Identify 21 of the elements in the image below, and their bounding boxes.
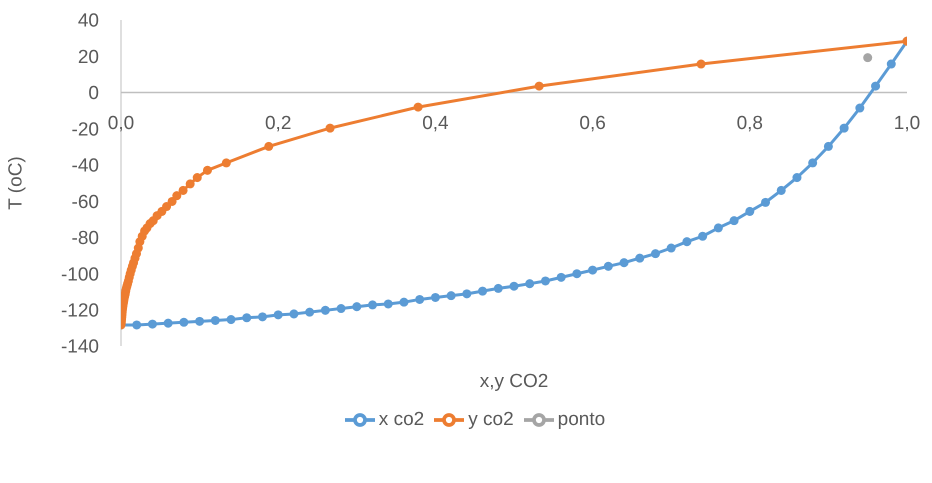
legend-label: x co2 — [378, 409, 424, 430]
y-tick-label: -80 — [72, 228, 99, 250]
x-tick-label: 0,6 — [579, 113, 606, 134]
x-tick-label: 0,2 — [264, 113, 292, 134]
y-axis-title: T (oC) — [6, 156, 27, 210]
x-tick-label: 0,8 — [736, 113, 764, 134]
y-tick-label: 20 — [78, 46, 99, 68]
y-tick-label: -120 — [60, 300, 99, 322]
legend-label: y co2 — [468, 409, 514, 430]
x-tick-label: 0,4 — [422, 113, 450, 134]
y-tick-label: 0 — [88, 83, 99, 104]
y-tick-label: -40 — [72, 156, 99, 177]
x-tick-label: 1,0 — [894, 113, 920, 134]
y-tick-label: -60 — [72, 192, 99, 213]
y-tick-label: -100 — [60, 264, 99, 286]
x-axis-title: x,y CO2 — [480, 371, 548, 392]
y-tick-label: 40 — [78, 10, 99, 32]
y-tick-label: -20 — [72, 119, 99, 140]
legend-label: ponto — [558, 409, 606, 430]
x-tick-label: 0,0 — [108, 113, 134, 134]
y-tick-label: -140 — [60, 336, 99, 358]
